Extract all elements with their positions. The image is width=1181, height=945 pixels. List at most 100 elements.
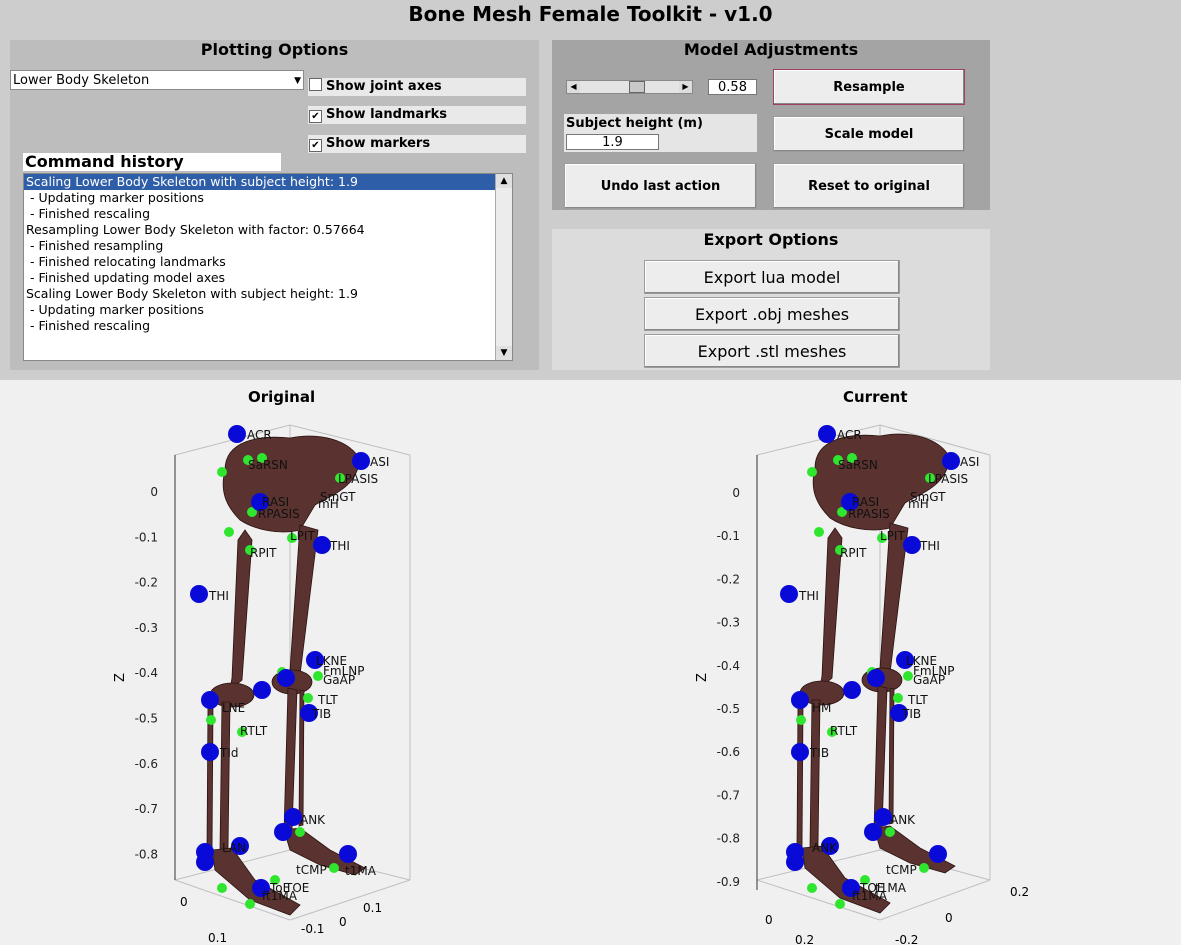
export-stl-button[interactable]: Export .stl meshes — [644, 334, 900, 368]
current-left-fibula-bone — [888, 687, 895, 825]
original-marker-dot — [201, 691, 219, 709]
history-item[interactable]: Scaling Lower Body Skeleton with subject… — [26, 286, 358, 301]
resample-button[interactable]: Resample — [773, 69, 965, 105]
current-marker-dot — [786, 853, 804, 871]
current-3d-plot[interactable]: 0-0.1-0.2-0.3-0.4-0.5-0.6-0.7-0.8-0.9 Z … — [590, 380, 1181, 945]
original-marker-dot — [201, 743, 219, 761]
original-z-tick: -0.8 — [135, 847, 158, 861]
current-marker-label: FmLNP — [913, 664, 955, 678]
scroll-down-icon[interactable]: ▼ — [496, 346, 512, 360]
show-markers-checkbox[interactable]: ✔ Show markers — [308, 135, 526, 153]
history-item[interactable]: - Finished updating model axes — [26, 270, 226, 285]
reset-to-original-button[interactable]: Reset to original — [773, 163, 965, 209]
current-marker-label: ASI — [960, 455, 979, 469]
scroll-up-icon[interactable]: ▲ — [496, 174, 512, 188]
current-landmark-dot — [833, 455, 843, 465]
current-marker-label: LPASIS — [928, 472, 968, 486]
original-landmark-dot — [245, 899, 255, 909]
current-landmark-dot — [860, 875, 870, 885]
window-title: Bone Mesh Female Toolkit - v1.0 — [408, 2, 773, 26]
current-landmark-dot — [827, 727, 837, 737]
model-select-value: Lower Body Skeleton — [13, 73, 150, 88]
current-landmark-dot — [877, 533, 887, 543]
current-marker-label: ft1MA — [852, 889, 888, 903]
original-marker-label: LPASIS — [338, 472, 378, 486]
current-marker-dot — [890, 704, 908, 722]
original-y-tick: 0 — [339, 915, 347, 929]
original-z-tick: -0.4 — [135, 666, 158, 680]
subject-height-input[interactable]: 1.9 — [566, 134, 659, 150]
resample-factor-slider[interactable]: ◀ ▶ — [566, 80, 693, 94]
original-landmark-dot — [287, 533, 297, 543]
slider-right-arrow-icon[interactable]: ▶ — [679, 81, 692, 93]
current-marker-dot — [942, 452, 960, 470]
current-landmark-dot — [835, 899, 845, 909]
checkmark-icon: ✔ — [309, 110, 322, 123]
export-lua-button[interactable]: Export lua model — [644, 260, 900, 294]
original-marker-label: RPIT — [250, 546, 277, 560]
show-landmarks-checkbox[interactable]: ✔ Show landmarks — [308, 106, 526, 124]
original-marker-label: SaRSN — [248, 458, 288, 472]
original-z-tick: -0.3 — [135, 621, 158, 635]
history-item[interactable]: - Finished rescaling — [26, 318, 151, 333]
current-z-tick: -0.1 — [717, 529, 740, 543]
undo-last-action-button[interactable]: Undo last action — [564, 163, 757, 209]
current-marker-label: ACR — [837, 428, 862, 442]
original-3d-plot[interactable]: 0 -0.1 -0.2 -0.3 -0.4 -0.5 -0.6 -0.7 -0.8 Z 0 0.… — [0, 380, 560, 945]
command-history-list[interactable]: Scaling Lower Body Skeleton with subject… — [23, 173, 513, 361]
current-x-tick: 0.2 — [795, 933, 814, 945]
original-marker-label: ft1MA — [262, 889, 298, 903]
original-z-tick: -0.5 — [135, 712, 158, 726]
current-landmark-dot — [807, 467, 817, 477]
current-z-axis-label: Z — [695, 673, 710, 682]
current-marker-dot — [864, 823, 882, 841]
resample-factor-field[interactable]: 0.58 — [708, 79, 757, 95]
history-item[interactable]: Resampling Lower Body Skeleton with fact… — [26, 222, 365, 237]
original-left-foot-bone — [283, 827, 366, 876]
history-item[interactable]: - Finished resampling — [26, 238, 164, 253]
current-z-tick: -0.8 — [717, 832, 740, 846]
scale-model-button[interactable]: Scale model — [773, 116, 965, 152]
history-item[interactable]: Scaling Lower Body Skeleton with subject… — [24, 174, 496, 190]
current-marker-dot — [821, 837, 839, 855]
model-select[interactable]: Lower Body Skeleton ▼ — [10, 70, 304, 90]
original-landmark-dot — [329, 863, 339, 873]
slider-thumb[interactable] — [629, 81, 645, 93]
current-y-tick: 0 — [945, 911, 953, 925]
slider-left-arrow-icon[interactable]: ◀ — [567, 81, 580, 93]
original-marker-label: RASI — [262, 495, 289, 509]
current-z-tick: 0 — [732, 486, 740, 500]
original-marker-label: TOE — [284, 881, 309, 895]
history-item[interactable]: - Updating marker positions — [26, 302, 204, 317]
history-item[interactable]: - Updating marker positions — [26, 190, 204, 205]
current-plot-title: Current — [843, 388, 908, 406]
original-x-tick: 0 — [180, 895, 188, 909]
export-obj-button[interactable]: Export .obj meshes — [644, 297, 900, 331]
original-landmark-dot — [217, 883, 227, 893]
current-marker-label: LPIT — [880, 529, 905, 543]
export-options-title: Export Options — [703, 230, 839, 249]
current-marker-label: ANK — [890, 813, 916, 827]
current-x-tick: 0 — [765, 913, 773, 927]
current-marker-dot — [780, 585, 798, 603]
current-marker-dot — [842, 879, 860, 897]
original-marker-label: TLT — [317, 693, 338, 707]
history-item[interactable]: - Finished relocating landmarks — [26, 254, 226, 269]
current-marker-label: t1MA — [875, 881, 907, 895]
original-marker-label: GaAP — [323, 673, 355, 687]
show-markers-label: Show markers — [326, 136, 431, 151]
history-item[interactable]: - Finished rescaling — [26, 206, 151, 221]
current-z-tick: -0.3 — [717, 616, 740, 630]
original-marker-label: ToE — [269, 881, 290, 895]
original-landmark-dot — [295, 827, 305, 837]
original-marker-dot — [274, 823, 292, 841]
history-scrollbar[interactable]: ▲ ▼ — [495, 174, 512, 360]
show-joint-axes-checkbox[interactable]: Show joint axes — [308, 78, 526, 96]
original-marker-label: ACR — [247, 428, 272, 442]
original-marker-label: LNE — [222, 701, 245, 715]
original-marker-label: LKNE — [316, 654, 347, 668]
original-z-tick: -0.6 — [135, 757, 158, 771]
original-right-fibula-bone — [206, 704, 214, 851]
original-marker-dot — [190, 585, 208, 603]
